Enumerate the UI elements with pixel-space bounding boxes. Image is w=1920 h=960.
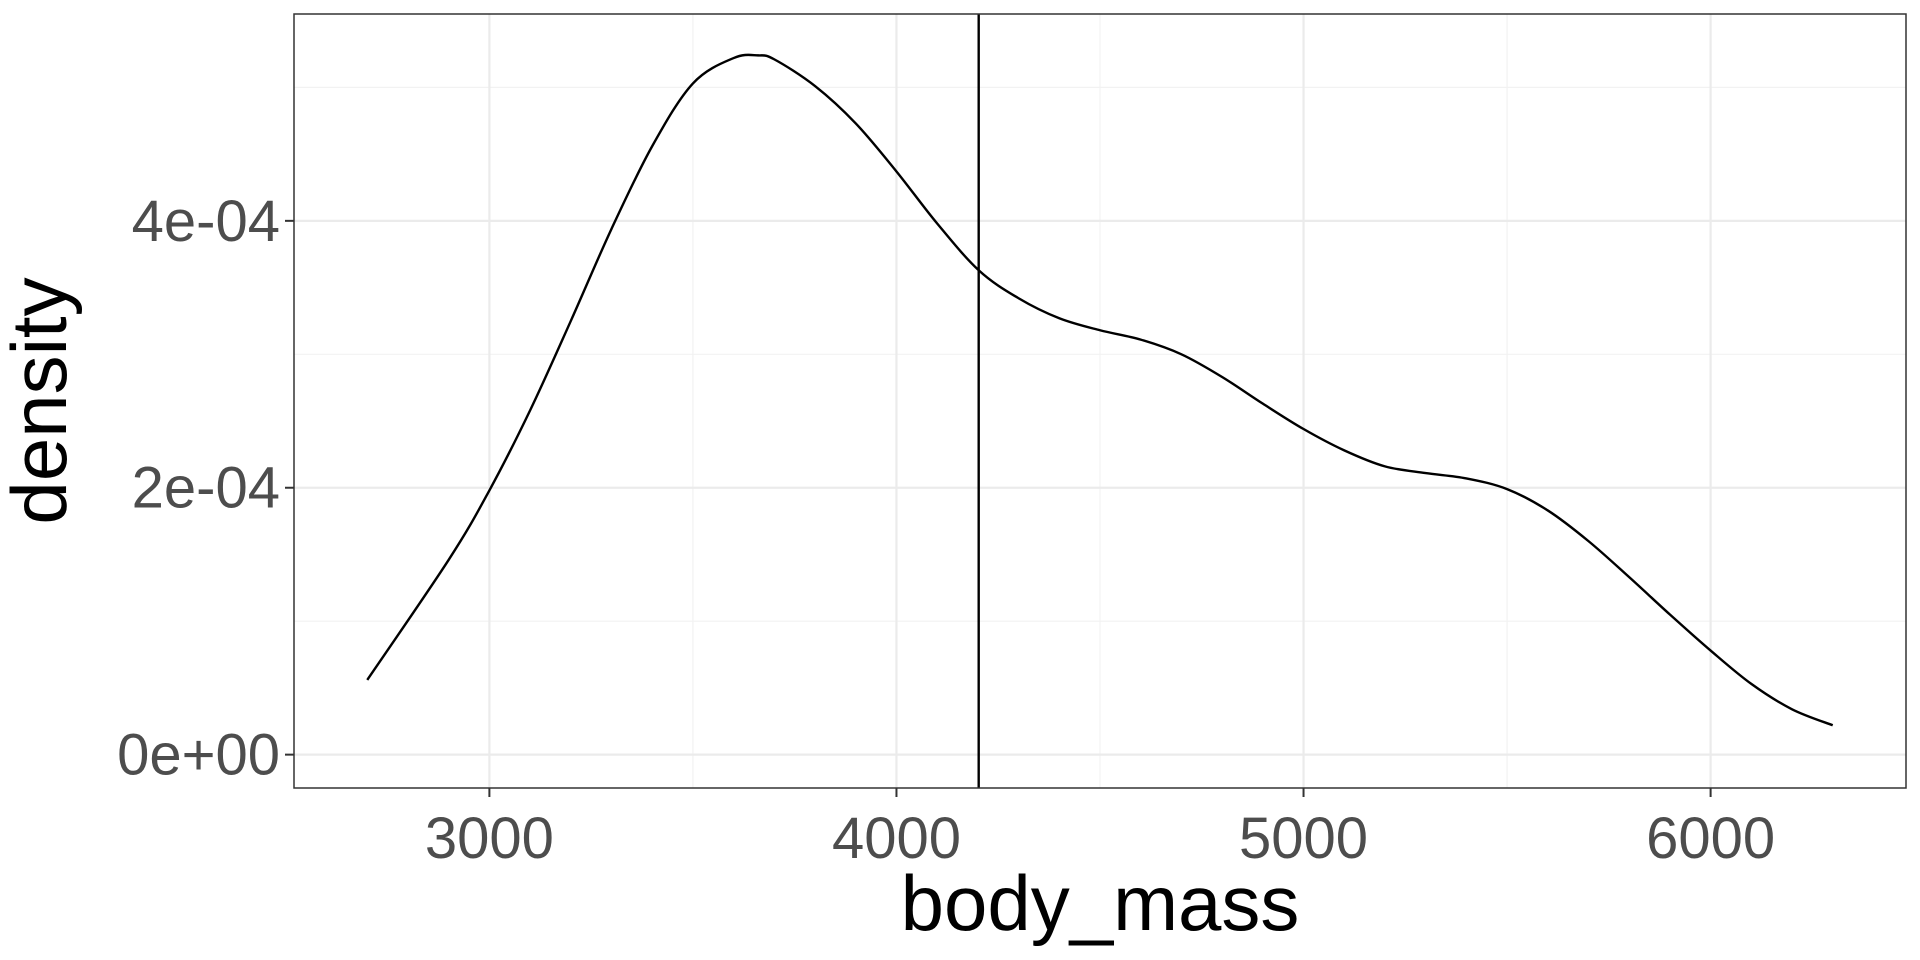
y-tick-label: 4e-04 [132,189,280,254]
x-tick-label: 4000 [832,806,961,871]
density-series-layer [366,53,1834,727]
major-gridlines [294,14,1906,788]
x-axis-title: body_mass [901,859,1300,947]
y-tick-label: 2e-04 [132,456,280,521]
x-tick-label: 5000 [1239,806,1368,871]
y-tick-label: 0e+00 [117,723,280,788]
minor-gridlines [294,14,1906,788]
density-curve [366,53,1834,727]
x-tick-label: 6000 [1646,806,1775,871]
x-axis-ticks: 3000 4000 5000 6000 [425,788,1775,871]
x-tick-label: 3000 [425,806,554,871]
panel-border [293,13,1907,789]
y-axis-title: density [0,277,83,524]
y-axis-ticks: 0e+00 2e-04 4e-04 [117,189,294,788]
